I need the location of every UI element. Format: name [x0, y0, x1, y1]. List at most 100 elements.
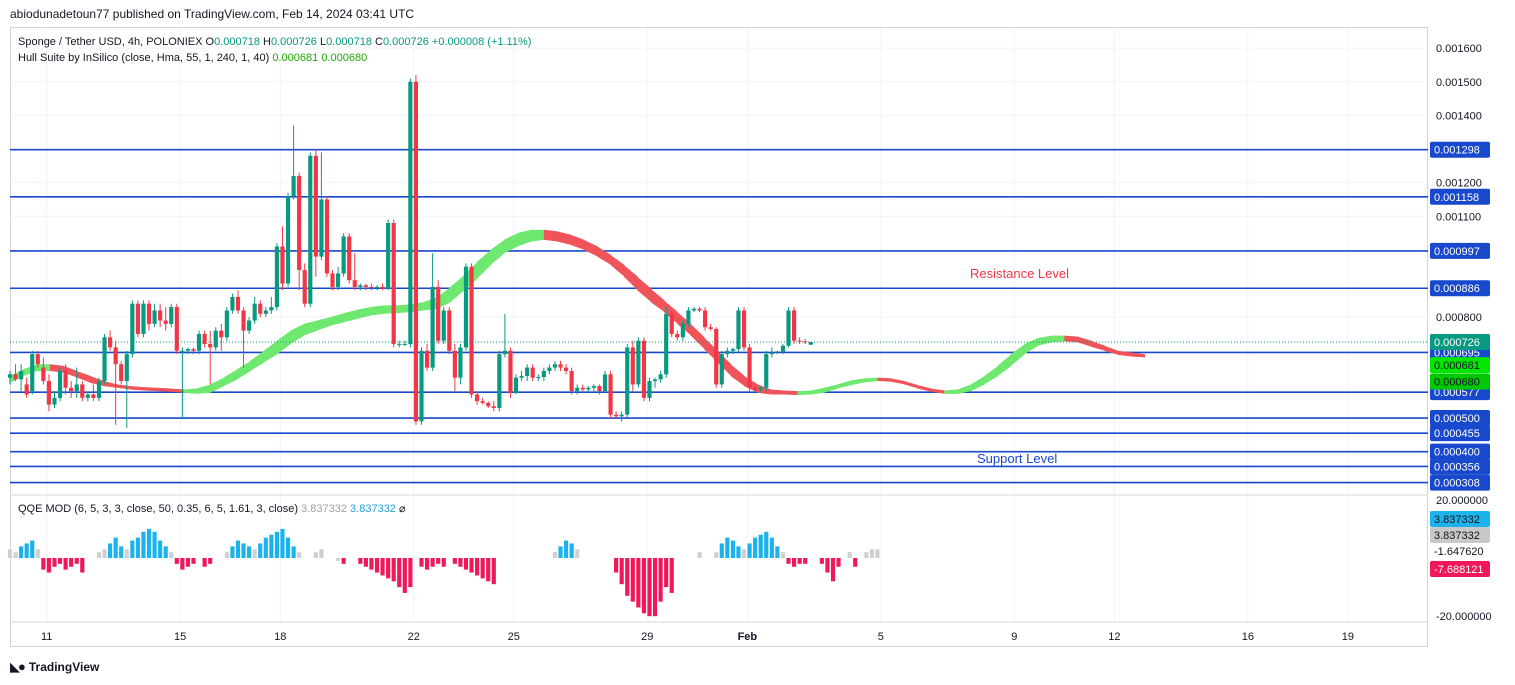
price-tag-2: 0.000680 — [1434, 377, 1480, 389]
qqe-bar-48 — [274, 531, 280, 558]
candle-body-78 — [441, 310, 446, 341]
qqe-bar-29 — [169, 552, 174, 558]
candle-body-141 — [791, 310, 797, 341]
candle-body-59 — [336, 273, 341, 287]
qqe-bar-71 — [402, 558, 407, 593]
qqe-bar-8 — [52, 558, 57, 567]
qqe-bar-1 — [13, 552, 18, 558]
hull-band-segment-73 — [984, 365, 999, 385]
candle-body-8 — [52, 397, 57, 405]
qqe-bar-24 — [141, 531, 146, 558]
candle-body-116 — [652, 379, 658, 382]
candle-body-89 — [502, 350, 507, 355]
candle-body-134 — [753, 387, 758, 390]
candle-body-86 — [486, 402, 491, 407]
candle-body-112 — [630, 347, 635, 385]
qqe-bar-82 — [463, 558, 469, 570]
qqe-bar-56 — [319, 549, 324, 558]
level-tag-4: 0.000695 — [1434, 347, 1480, 359]
candle-body-119 — [669, 313, 674, 334]
candle-body-115 — [647, 381, 652, 398]
candle-body-68 — [386, 223, 391, 289]
hull-band-segment-26 — [356, 307, 371, 319]
qqe-bar-127 — [714, 552, 719, 558]
candle-body-52 — [297, 175, 302, 271]
hull-band-segment-69 — [930, 388, 945, 394]
qqe-bar-11 — [69, 558, 74, 567]
qqe-bar-143 — [803, 558, 808, 564]
qqe-hidden-icon[interactable]: ⌀ — [399, 503, 406, 515]
hull-band-segment-13 — [183, 388, 198, 394]
hull-band-segment-41 — [557, 231, 572, 245]
hull-band-segment-27 — [370, 305, 385, 316]
hull-band-segment-71 — [957, 384, 972, 394]
candle-body-129 — [725, 350, 730, 355]
annotation-1: Support Level — [977, 451, 1057, 466]
time-tick-7: 5 — [878, 631, 884, 643]
qqe-bar-42 — [241, 543, 246, 558]
published-by: abiodunadetoun77 published on TradingVie… — [10, 7, 415, 21]
qqe-bar-151 — [847, 552, 852, 558]
candle-body-72 — [408, 81, 413, 345]
candle-body-48 — [274, 246, 280, 308]
qqe-bar-31 — [180, 558, 185, 570]
qqe-bar-59 — [336, 558, 341, 561]
candle-body-106 — [597, 386, 602, 392]
qqe-tag-3: -7.688121 — [1434, 564, 1484, 576]
qqe-bar-131 — [736, 546, 741, 558]
candle-body-137 — [769, 352, 774, 355]
qqe-bar-0 — [7, 549, 13, 558]
candle-body-45 — [258, 303, 263, 314]
hull-band-segment-62 — [837, 380, 852, 389]
time-tick-11: 19 — [1342, 631, 1354, 643]
candle-body-63 — [358, 285, 363, 287]
candle-body-75 — [424, 350, 430, 368]
hull-band-segment-57 — [770, 389, 785, 395]
candle-body-44 — [252, 303, 257, 321]
qqe-bar-50 — [285, 537, 291, 558]
qqe-legend[interactable]: QQE MOD (6, 5, 3, 3, close, 50, 0.35, 6,… — [18, 502, 406, 515]
symbol-legend[interactable]: Sponge / Tether USD, 4h, POLONIEX O0.000… — [18, 36, 531, 48]
candle-body-58 — [330, 273, 335, 287]
hull-legend[interactable]: Hull Suite by InSilico (close, Hma, 55, … — [18, 52, 367, 64]
annotation-0: Resistance Level — [970, 266, 1069, 281]
hull-band-segment-63 — [850, 378, 865, 386]
level-tag-bg-9 — [1430, 458, 1490, 475]
legend-high-label: H — [263, 36, 271, 48]
hull-band-segment-49 — [663, 300, 678, 324]
hull-band-segment-8 — [116, 384, 131, 390]
candle-body-50 — [285, 196, 291, 284]
candle-body-132 — [741, 310, 747, 348]
tradingview-logo[interactable]: ◣● TradingView — [10, 659, 99, 675]
candle-body-81 — [458, 347, 463, 378]
qqe-bar-25 — [146, 528, 152, 558]
qqe-bar-27 — [158, 540, 163, 558]
qqe-bar-26 — [152, 531, 157, 558]
hull-band-segment-33 — [450, 275, 465, 303]
candle-body-122 — [686, 310, 691, 324]
candle-body-144 — [808, 342, 813, 345]
candle-body-97 — [547, 367, 552, 371]
qqe-bar-154 — [864, 552, 869, 558]
hull-band-segment-47 — [637, 276, 652, 303]
qqe-bar-156 — [875, 549, 880, 558]
qqe-bar-78 — [441, 558, 446, 567]
qqe-bar-100 — [563, 540, 569, 558]
hull-band-segment-19 — [263, 340, 278, 363]
qqe-bar-130 — [730, 540, 735, 558]
candle-body-36 — [208, 344, 213, 348]
candle-body-90 — [508, 350, 513, 393]
candle-body-79 — [447, 310, 452, 351]
hull-band-segment-83 — [1117, 350, 1132, 357]
qqe-value-1: 3.837332 — [301, 503, 347, 515]
level-tag-2: 0.000997 — [1434, 246, 1480, 258]
candle-body-142 — [797, 340, 802, 342]
qqe-bar-6 — [41, 558, 46, 570]
candle-body-25 — [146, 303, 152, 324]
qqe-bar-63 — [358, 558, 363, 564]
candle-body-99 — [558, 364, 563, 368]
hull-band-segment-35 — [477, 249, 492, 279]
qqe-label: QQE MOD (6, 5, 3, 3, close, 50, 0.35, 6,… — [18, 503, 299, 515]
legend-low-label: L — [319, 36, 327, 48]
